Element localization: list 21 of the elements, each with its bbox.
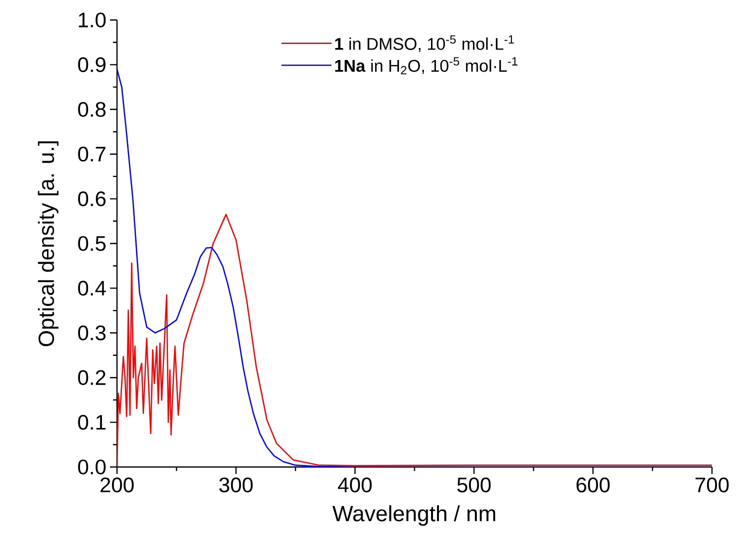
legend-label: 1 in DMSO, 10$^{-5}$ mol·L$^{-1}$	[335, 35, 514, 52]
x-tick-label: 500	[457, 478, 491, 492]
y-tick-label: 0.4	[78, 280, 106, 296]
legend-label: 1Na in H$_{2}$O, 10$^{-5}$ mol·L$^{-1}$	[335, 57, 518, 74]
x-tick-label: 300	[219, 478, 253, 492]
y-tick-label: 1.0	[78, 12, 106, 28]
y-tick-label: 0.8	[78, 102, 106, 117]
x-tick-label: 700	[696, 478, 729, 492]
y-tick-label: 0.7	[78, 146, 106, 162]
x-axis-title: Wavelength / nm	[332, 505, 496, 526]
x-tick-label: 600	[576, 478, 610, 492]
y-tick-label: 0.1	[78, 414, 106, 430]
y-tick-label: 0.2	[78, 370, 106, 386]
y-tick-label: 0.6	[78, 191, 106, 206]
y-tick-label: 0.9	[78, 57, 106, 72]
y-tick-label: 0.5	[78, 236, 106, 251]
x-tick-label: 200	[100, 478, 134, 492]
x-tick-label: 400	[338, 478, 372, 492]
y-axis-title: Optical density [a. u.]	[38, 141, 58, 346]
y-tick-label: 0.0	[78, 460, 106, 474]
y-tick-label: 0.3	[78, 325, 106, 340]
